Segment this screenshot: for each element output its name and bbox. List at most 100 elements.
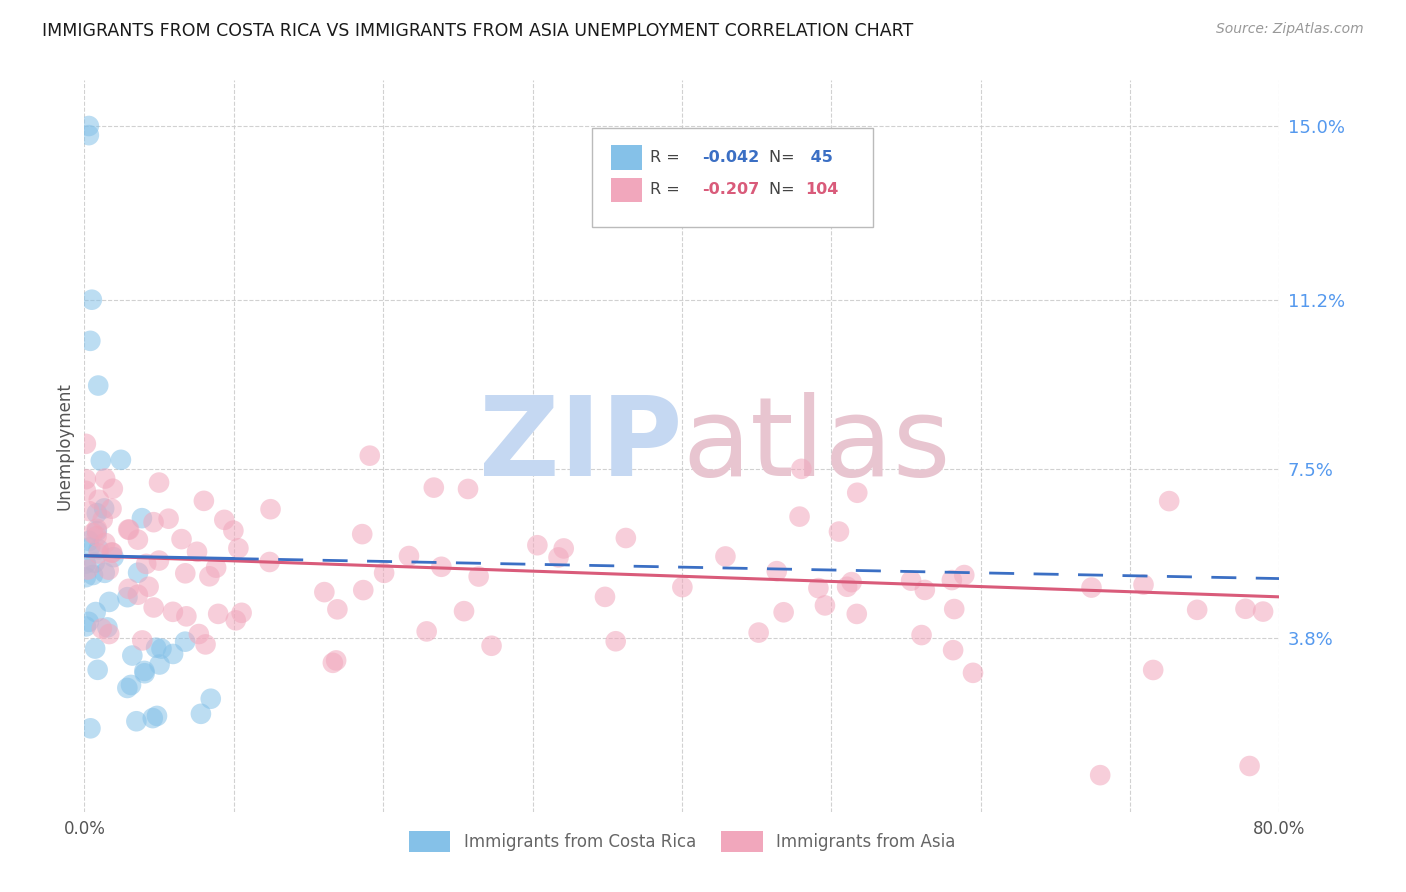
- Point: [75, 570, 97, 584]
- Point: [1090, 768, 1112, 782]
- Point: [103, 550, 125, 565]
- Point: [553, 541, 575, 556]
- Point: [77, 504, 100, 518]
- Point: [845, 607, 868, 621]
- Point: [467, 569, 489, 583]
- Point: [84, 605, 107, 619]
- Point: [79, 334, 101, 348]
- FancyBboxPatch shape: [592, 128, 873, 227]
- Point: [82, 568, 104, 582]
- Point: [841, 575, 863, 590]
- Point: [910, 628, 932, 642]
- Point: [120, 678, 142, 692]
- Point: [77, 119, 100, 133]
- Point: [714, 549, 737, 564]
- Point: [1080, 581, 1102, 595]
- Point: [373, 566, 395, 580]
- Point: [142, 600, 165, 615]
- Point: [1142, 663, 1164, 677]
- Point: [131, 633, 153, 648]
- Point: [79, 541, 101, 555]
- Point: [225, 613, 247, 627]
- Point: [941, 573, 963, 587]
- Point: [145, 640, 167, 655]
- Point: [87, 492, 110, 507]
- Point: [79, 721, 101, 735]
- Point: [90, 622, 112, 636]
- Point: [82, 526, 104, 541]
- Text: Source: ZipAtlas.com: Source: ZipAtlas.com: [1216, 22, 1364, 37]
- Point: [314, 585, 336, 599]
- Point: [430, 559, 453, 574]
- Point: [86, 663, 108, 677]
- Point: [94, 471, 117, 485]
- Point: [76, 563, 98, 577]
- Point: [86, 506, 108, 520]
- Point: [96, 620, 118, 634]
- Point: [75, 472, 97, 486]
- Point: [207, 607, 229, 621]
- Text: 104: 104: [806, 183, 838, 197]
- Point: [86, 524, 108, 538]
- Point: [457, 482, 479, 496]
- Point: [228, 541, 250, 556]
- Point: [117, 523, 139, 537]
- Point: [142, 515, 165, 529]
- Point: [131, 511, 153, 525]
- Point: [75, 437, 97, 451]
- Point: [194, 637, 217, 651]
- Text: R =: R =: [650, 183, 685, 197]
- Point: [98, 595, 121, 609]
- Point: [94, 536, 117, 550]
- Point: [75, 619, 97, 633]
- Point: [398, 549, 420, 563]
- Point: [942, 643, 965, 657]
- Point: [162, 605, 184, 619]
- Text: ZIP: ZIP: [478, 392, 682, 500]
- Point: [121, 648, 143, 663]
- Point: [481, 639, 503, 653]
- Point: [86, 522, 108, 536]
- Point: [84, 641, 107, 656]
- Text: IMMIGRANTS FROM COSTA RICA VS IMMIGRANTS FROM ASIA UNEMPLOYMENT CORRELATION CHAR: IMMIGRANTS FROM COSTA RICA VS IMMIGRANTS…: [42, 22, 914, 40]
- Point: [789, 509, 811, 524]
- Point: [87, 542, 110, 557]
- Point: [423, 481, 446, 495]
- Point: [174, 566, 197, 581]
- Point: [100, 501, 122, 516]
- Point: [170, 532, 193, 546]
- Point: [814, 599, 837, 613]
- Point: [162, 647, 184, 661]
- Text: -0.042: -0.042: [702, 150, 759, 165]
- Point: [148, 553, 170, 567]
- Point: [415, 624, 437, 639]
- Point: [962, 665, 984, 680]
- Point: [101, 482, 124, 496]
- Point: [186, 545, 208, 559]
- Point: [86, 529, 108, 543]
- Text: 45: 45: [806, 150, 832, 165]
- Text: -0.207: -0.207: [702, 183, 759, 197]
- Point: [900, 574, 922, 588]
- Text: atlas: atlas: [682, 392, 950, 500]
- Point: [193, 494, 215, 508]
- Text: N=: N=: [769, 150, 800, 165]
- Point: [110, 453, 132, 467]
- Point: [765, 564, 787, 578]
- Point: [101, 546, 124, 560]
- Point: [772, 605, 794, 619]
- Point: [943, 602, 966, 616]
- Point: [352, 527, 374, 541]
- Point: [953, 568, 976, 582]
- Point: [547, 550, 569, 565]
- Point: [83, 556, 105, 570]
- Point: [77, 128, 100, 143]
- Point: [90, 454, 112, 468]
- Point: [359, 449, 381, 463]
- Point: [325, 653, 347, 667]
- Point: [222, 524, 245, 538]
- Point: [157, 512, 180, 526]
- Point: [127, 566, 149, 580]
- Point: [198, 569, 221, 583]
- Point: [605, 634, 627, 648]
